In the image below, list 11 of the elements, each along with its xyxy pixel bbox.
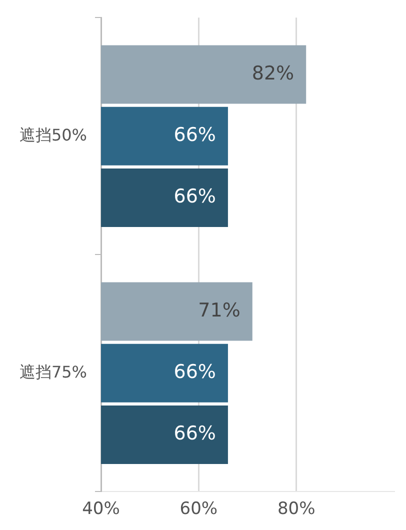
- y-tick-label: 遮挡50%: [19, 125, 87, 144]
- data-label: 82%: [252, 62, 294, 84]
- x-tick-label: 40%: [82, 499, 120, 520]
- data-label: 66%: [174, 361, 216, 384]
- y-tick-label: 遮挡75%: [19, 362, 87, 382]
- x-tick-label: 80%: [277, 499, 316, 520]
- data-label: 66%: [174, 186, 216, 208]
- data-label: 66%: [174, 422, 216, 445]
- data-label: 71%: [198, 299, 240, 322]
- data-label: 66%: [174, 124, 216, 146]
- x-tick-label: 60%: [180, 499, 218, 520]
